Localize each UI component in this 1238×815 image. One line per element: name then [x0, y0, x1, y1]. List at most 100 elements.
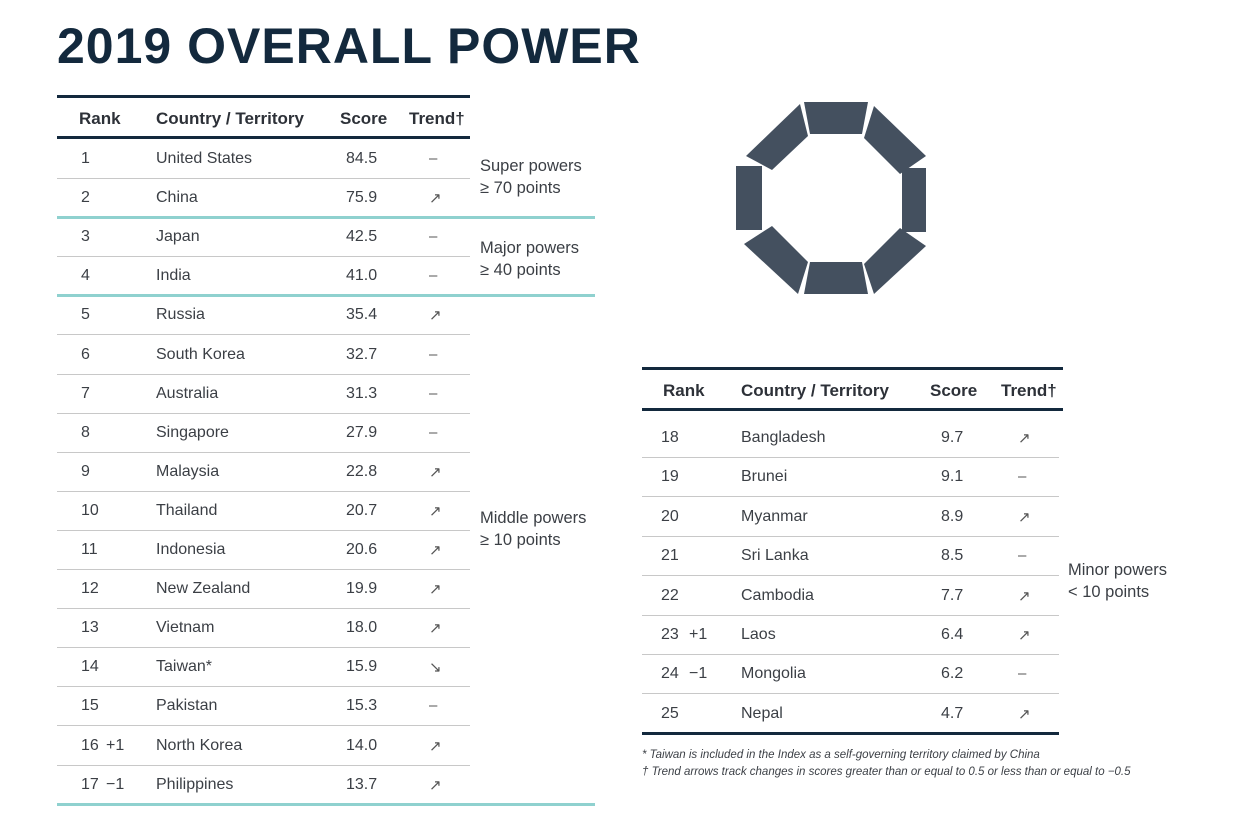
score-cell: 6.2: [941, 665, 964, 683]
rank-cell: 10: [81, 501, 99, 519]
footnote-taiwan: * Taiwan is included in the Index as a s…: [642, 749, 1040, 761]
header-score: Score: [930, 381, 978, 400]
score-cell: 8.9: [941, 507, 964, 525]
logo-segment: [744, 226, 808, 294]
rank-cell: 17: [81, 775, 99, 793]
table-row: 23 +1 Laos 6.4 ↗: [642, 616, 1059, 655]
country-cell: India: [156, 267, 191, 285]
country-cell: Singapore: [156, 423, 229, 441]
score-cell: 9.1: [941, 468, 964, 486]
header-score: Score: [340, 109, 388, 128]
logo-segment: [746, 104, 808, 170]
rank-cell: 11: [81, 541, 98, 558]
group-label-major: Major powers ≥ 40 points: [480, 237, 579, 281]
country-cell: Russia: [156, 306, 205, 324]
score-cell: 8.5: [941, 547, 964, 565]
octagon-logo-icon: [736, 102, 926, 294]
rankings-table-right: Rank Country / Territory Score Trend† 18…: [642, 367, 1072, 747]
rank-cell: 16: [81, 736, 99, 754]
country-cell: Nepal: [741, 704, 783, 722]
country-cell: Philippines: [156, 775, 234, 793]
logo-segment: [804, 262, 868, 294]
table-row: 9 Malaysia 22.8 ↗: [57, 453, 470, 492]
country-cell: Sri Lanka: [741, 547, 809, 565]
country-cell: Mongolia: [741, 665, 806, 683]
header-country: Country / Territory: [741, 381, 889, 400]
table-row: 16 +1 North Korea 14.0 ↗: [57, 727, 470, 766]
footnote-trend: † Trend arrows track changes in scores g…: [642, 766, 1131, 778]
rank-cell: 25: [661, 704, 679, 722]
rank-cell: 5: [81, 306, 90, 324]
score-cell: 35.4: [346, 306, 378, 324]
score-cell: 84.5: [346, 150, 378, 167]
rank-cell: 22: [661, 586, 679, 604]
trend-cell: –: [429, 384, 438, 402]
score-cell: 15.9: [346, 658, 378, 676]
score-cell: 18.0: [346, 619, 378, 637]
rank-cell: 21: [661, 547, 679, 565]
table-row: 3 Japan 42.5 –: [57, 218, 470, 258]
country-cell: Pakistan: [156, 697, 218, 715]
table-end-rule: [642, 732, 1059, 736]
score-cell: 14.0: [346, 736, 378, 754]
table-row: 15 Pakistan 15.3 –: [57, 687, 470, 727]
group-threshold: < 10 points: [1068, 583, 1150, 601]
rank-cell: 15: [81, 697, 99, 715]
score-cell: 27.9: [346, 423, 378, 441]
table-row: 1 United States 84.5 –: [57, 140, 470, 179]
trend-cell: ↗: [1018, 430, 1031, 447]
group-threshold: ≥ 40 points: [480, 261, 561, 279]
table-header: Rank Country / Territory Score Trend†: [642, 367, 1063, 411]
table-row: 19 Brunei 9.1 –: [642, 458, 1059, 498]
table-row: 11 Indonesia 20.6 ↗: [57, 531, 470, 570]
rank-cell: 18: [661, 429, 679, 446]
table-row: 22 Cambodia 7.7 ↗: [642, 577, 1059, 616]
trend-cell: ↗: [429, 307, 442, 325]
group-label-super: Super powers ≥ 70 points: [480, 155, 582, 199]
score-cell: 9.7: [941, 429, 964, 446]
country-cell: Taiwan*: [156, 658, 213, 676]
score-cell: 20.6: [346, 541, 378, 558]
table-row: 2 China 75.9 ↗: [57, 179, 470, 219]
table-row: 25 Nepal 4.7 ↗: [642, 695, 1059, 734]
trend-cell: ↗: [1018, 705, 1031, 723]
country-cell: Japan: [156, 228, 200, 246]
header-trend: Trend†: [409, 109, 465, 128]
table-row: 17 −1 Philippines 13.7 ↗: [57, 766, 470, 805]
country-cell: Cambodia: [741, 586, 814, 604]
group-divider: [57, 216, 595, 220]
group-name: Super powers: [480, 157, 582, 175]
trend-cell: –: [429, 345, 438, 363]
score-cell: 6.4: [941, 626, 964, 643]
rank-cell: 4: [81, 267, 90, 285]
country-cell: Brunei: [741, 468, 788, 486]
country-cell: New Zealand: [156, 580, 251, 598]
score-cell: 19.9: [346, 580, 378, 598]
logo-segment: [864, 228, 926, 294]
country-cell: Malaysia: [156, 462, 220, 480]
score-cell: 32.7: [346, 345, 378, 363]
rank-cell: 24: [661, 665, 679, 683]
group-divider: [57, 294, 595, 298]
rank-cell: 6: [81, 345, 90, 363]
rank-cell: 2: [81, 189, 90, 207]
country-cell: South Korea: [156, 345, 245, 363]
rank-cell: 13: [81, 619, 99, 637]
score-cell: 22.8: [346, 462, 378, 480]
logo-segments: [736, 102, 926, 294]
table-row: 7 Australia 31.3 –: [57, 375, 470, 414]
trend-cell: –: [1018, 665, 1027, 683]
score-cell: 15.3: [346, 697, 378, 715]
country-cell: Laos: [741, 626, 776, 643]
logo-segment: [902, 168, 926, 232]
header-rank: Rank: [79, 109, 121, 128]
trend-cell: ↗: [429, 581, 442, 599]
score-cell: 41.0: [346, 267, 378, 285]
table-header: Rank Country / Territory Score Trend†: [57, 95, 470, 139]
table-row: 21 Sri Lanka 8.5 –: [642, 537, 1059, 577]
trend-cell: ↗: [429, 776, 442, 794]
group-name: Middle powers: [480, 509, 587, 527]
rank-cell: 19: [661, 468, 679, 486]
table-row: 20 Myanmar 8.9 ↗: [642, 498, 1059, 537]
table-row: 10 Thailand 20.7 ↗: [57, 492, 470, 531]
